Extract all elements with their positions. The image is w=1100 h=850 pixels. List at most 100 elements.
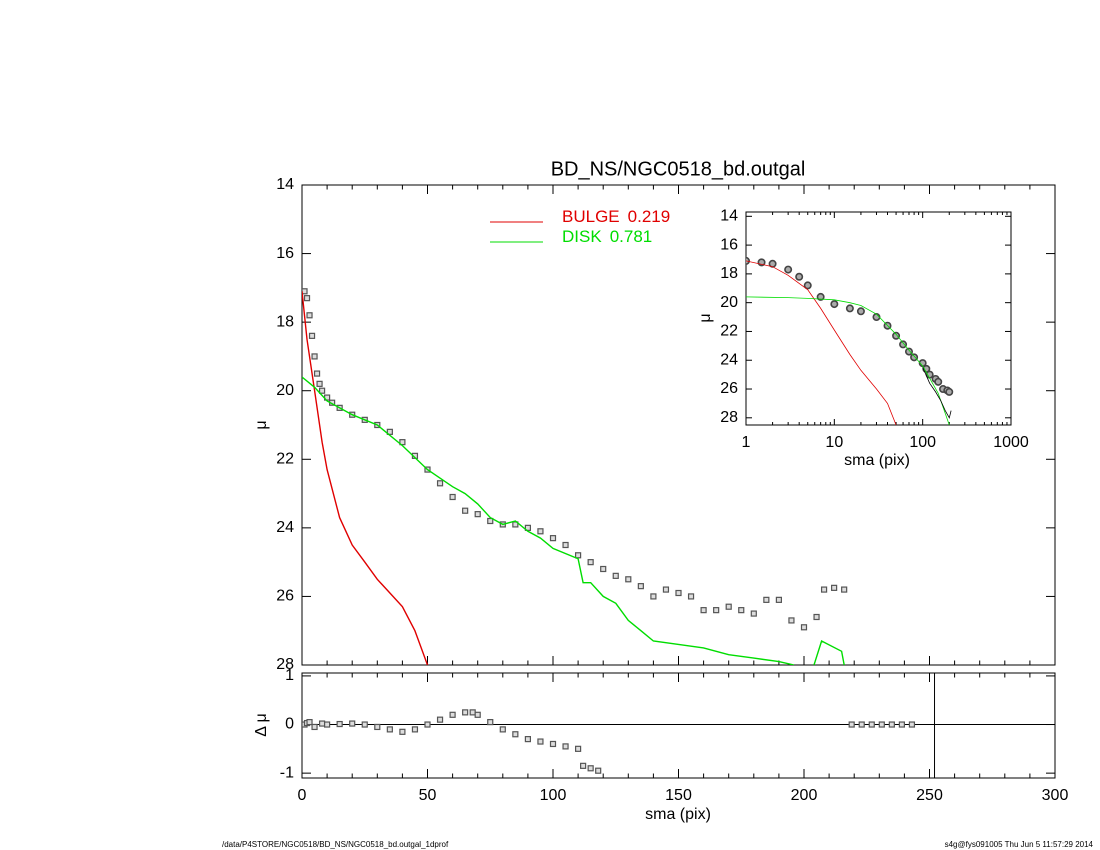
- data-point: [574, 552, 582, 559]
- data-point: [675, 589, 682, 597]
- y-tick-label: 20: [276, 382, 294, 399]
- data-point: [725, 603, 732, 610]
- x-tick-label: 100: [909, 434, 936, 451]
- y-tick-label: -1: [280, 764, 294, 781]
- data-point: [512, 731, 519, 738]
- legend-label: DISK 0.781: [562, 227, 652, 246]
- y-axis-label: μ: [697, 313, 714, 322]
- data-point: [537, 528, 544, 535]
- data-point: [775, 596, 783, 603]
- x-tick-label: 50: [419, 787, 437, 804]
- data-point: [537, 738, 544, 745]
- y-tick-label: 28: [720, 409, 738, 426]
- y-tick-label: 14: [276, 176, 294, 193]
- data-point: [899, 340, 908, 349]
- y-tick-label: 24: [276, 519, 294, 536]
- data-point: [349, 720, 356, 727]
- data-point: [934, 377, 943, 386]
- footer-path: /data/P4STORE/NGC0518/BD_NS/NGC0518_bd.o…: [222, 840, 449, 849]
- x-tick-label: 300: [1042, 787, 1069, 804]
- data-point: [945, 387, 954, 396]
- data-point: [399, 439, 406, 446]
- y-tick-label: 26: [276, 588, 294, 605]
- data-point: [650, 593, 657, 600]
- plot-frame: [745, 211, 1012, 426]
- data-point: [487, 718, 494, 726]
- data-point: [311, 723, 318, 731]
- data-point: [474, 711, 481, 718]
- y-tick-label: 22: [276, 451, 294, 468]
- data-point: [904, 347, 913, 356]
- data-point: [600, 565, 607, 573]
- x-tick-label: 150: [665, 787, 692, 804]
- data-point: [625, 576, 632, 583]
- data-point: [595, 767, 602, 774]
- data-point: [848, 721, 855, 728]
- data-point: [386, 726, 393, 733]
- y-tick-label: 16: [276, 245, 294, 262]
- model-line: [746, 296, 950, 425]
- data-point: [813, 613, 820, 621]
- data-point: [474, 511, 481, 518]
- data-point: [858, 721, 865, 728]
- data-point: [524, 736, 532, 743]
- y-tick-label: 20: [720, 294, 738, 311]
- data-point: [784, 265, 793, 274]
- data-point: [662, 586, 670, 593]
- data-point: [462, 507, 469, 514]
- y-axis-label: μ: [253, 420, 270, 429]
- data-point: [469, 709, 476, 716]
- data-point: [612, 572, 619, 579]
- legend-fraction: 0.219: [628, 207, 671, 226]
- chart-title: BD_NS/NGC0518_bd.outgal: [551, 158, 806, 180]
- data-point: [324, 721, 331, 728]
- data-point: [795, 272, 804, 281]
- data-point: [386, 428, 393, 435]
- data-point: [562, 743, 569, 750]
- data-point: [411, 726, 419, 733]
- data-point: [499, 726, 506, 733]
- data-point: [449, 711, 456, 718]
- y-tick-label: 28: [276, 656, 294, 673]
- data-point: [713, 607, 720, 614]
- data-point: [888, 721, 895, 728]
- data-point: [820, 586, 828, 593]
- y-tick-label: 18: [720, 265, 738, 282]
- data-point: [549, 740, 557, 748]
- y-tick-label: 14: [720, 208, 738, 225]
- data-point: [788, 617, 795, 624]
- data-point: [449, 493, 456, 501]
- x-axis-label: sma (pix): [844, 452, 910, 469]
- legend-name: BULGE: [562, 207, 620, 226]
- y-tick-label: 18: [276, 313, 294, 330]
- data-point: [803, 281, 812, 290]
- model-line: [746, 260, 897, 425]
- model-line: [302, 291, 429, 665]
- data-point: [306, 312, 313, 319]
- data-point: [424, 721, 431, 728]
- data-point: [637, 583, 644, 590]
- data-point: [580, 762, 587, 769]
- data-point: [700, 607, 707, 614]
- plot-area: [302, 288, 848, 665]
- data-point: [868, 721, 875, 728]
- data-point: [587, 765, 594, 772]
- data-point: [872, 313, 881, 322]
- data-point: [763, 596, 770, 603]
- data-point: [562, 541, 569, 549]
- data-point: [361, 721, 368, 728]
- data-point: [436, 716, 444, 723]
- legend-fraction: 0.781: [610, 227, 653, 246]
- data-point: [816, 292, 825, 301]
- data-point: [831, 584, 838, 591]
- y-tick-label: 0: [285, 716, 294, 733]
- plot-area: [302, 673, 1055, 778]
- data-point: [524, 524, 532, 531]
- footer-stamp: s4g@fys091005 Thu Jun 5 11:57:29 2014: [945, 840, 1094, 849]
- model-line: [922, 367, 952, 419]
- data-point: [318, 720, 326, 727]
- data-point: [318, 387, 326, 394]
- y-tick-label: 24: [720, 351, 738, 368]
- x-axis-label: sma (pix): [645, 806, 711, 823]
